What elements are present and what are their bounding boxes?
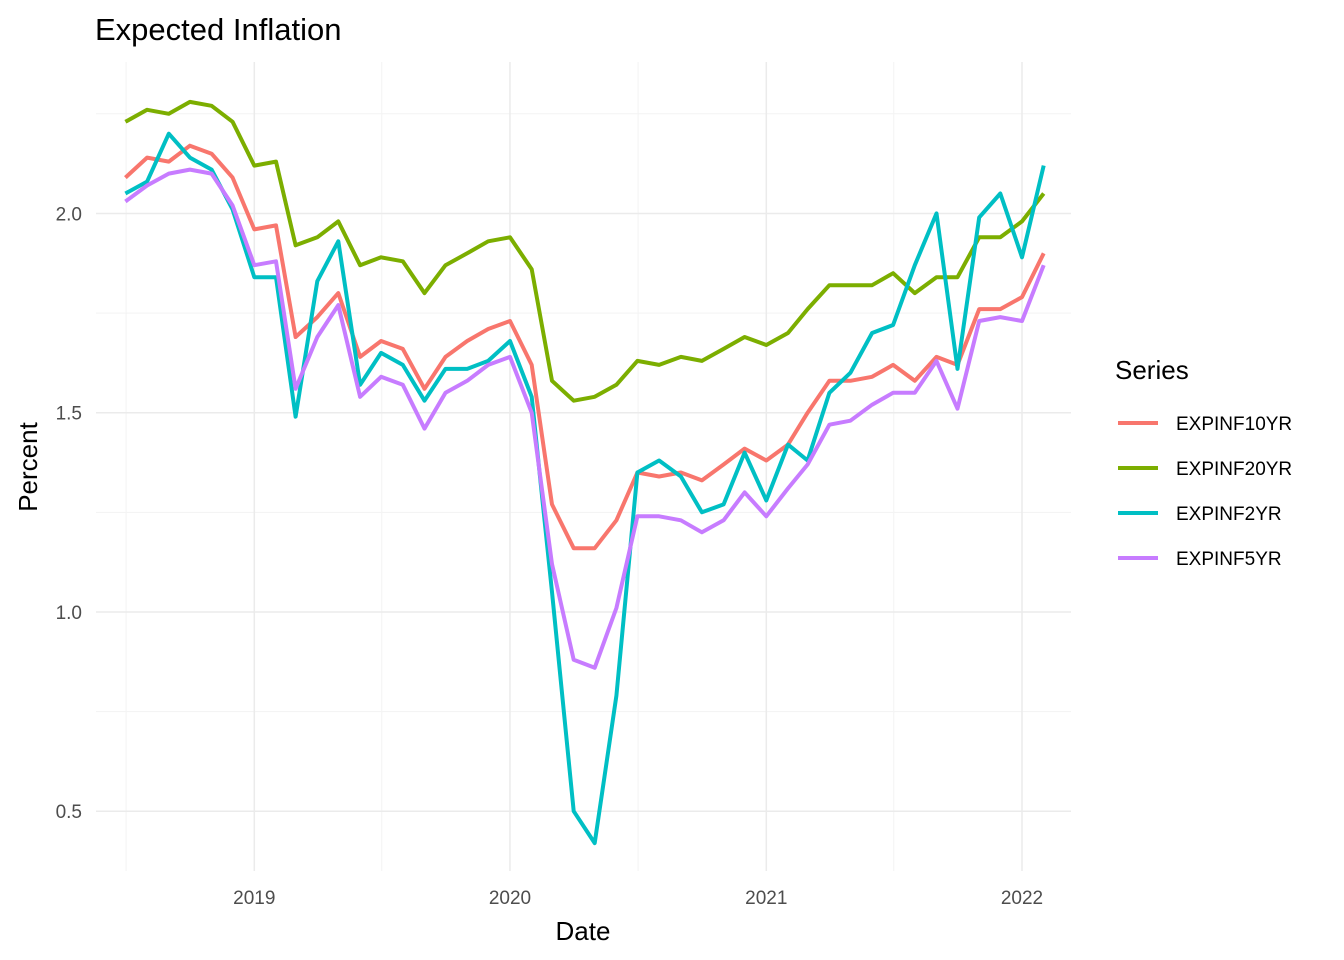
legend-label: EXPINF10YR [1176, 414, 1292, 435]
x-tick-label: 2020 [489, 888, 531, 909]
x-axis-tick-labels: 2019 2020 2021 2022 [233, 888, 1043, 909]
legend-label: EXPINF2YR [1176, 504, 1282, 525]
y-tick-label: 1.0 [56, 603, 82, 624]
legend: EXPINF10YR EXPINF20YR EXPINF2YR EXPINF5YR [1118, 414, 1292, 570]
legend-label: EXPINF20YR [1176, 459, 1292, 480]
x-tick-label: 2019 [233, 888, 275, 909]
series-lines [124, 99, 1046, 846]
legend-label: EXPINF5YR [1176, 549, 1282, 570]
x-tick-label: 2022 [1001, 888, 1043, 909]
x-tick-label: 2021 [745, 888, 787, 909]
series-line-expinf10yr [124, 143, 1046, 551]
y-tick-label: 0.5 [56, 802, 82, 823]
chart-title: Expected Inflation [95, 12, 341, 47]
y-axis-title: Percent [13, 421, 43, 511]
y-tick-label: 2.0 [56, 204, 82, 225]
x-axis-title: Date [556, 916, 611, 946]
y-axis-tick-labels: 0.5 1.0 1.5 2.0 [56, 204, 82, 823]
legend-title: Series [1115, 355, 1189, 385]
series-line-expinf2yr [124, 131, 1046, 846]
series-line-expinf5yr [124, 167, 1046, 670]
series-line-expinf20yr [124, 99, 1046, 403]
y-tick-label: 1.5 [56, 404, 82, 425]
plot-grid [96, 62, 1071, 871]
